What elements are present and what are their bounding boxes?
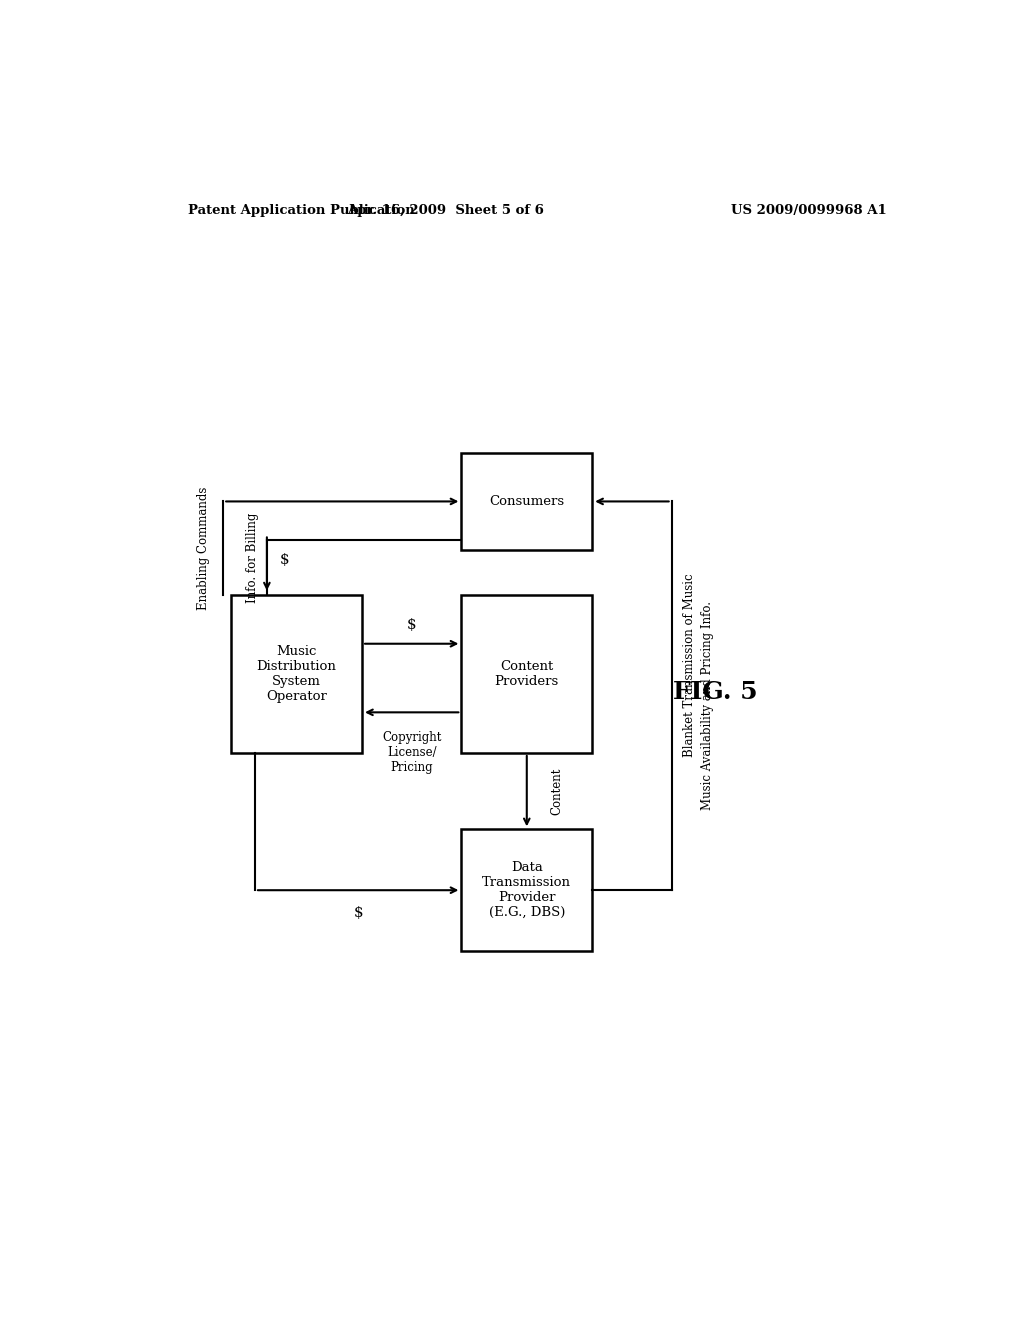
Text: $: $	[280, 553, 289, 566]
Text: US 2009/0099968 A1: US 2009/0099968 A1	[731, 205, 887, 216]
Text: $: $	[353, 906, 362, 920]
Text: Enabling Commands: Enabling Commands	[197, 487, 210, 610]
Text: Apr. 16, 2009  Sheet 5 of 6: Apr. 16, 2009 Sheet 5 of 6	[347, 205, 544, 216]
Text: FIG. 5: FIG. 5	[673, 680, 758, 704]
Text: $: $	[407, 619, 417, 632]
Text: Blanket Transmission of Music: Blanket Transmission of Music	[683, 573, 695, 758]
Text: Data
Transmission
Provider
(E.G., DBS): Data Transmission Provider (E.G., DBS)	[482, 861, 571, 919]
Bar	[461, 829, 592, 952]
Text: Consumers: Consumers	[489, 495, 564, 508]
Text: Content: Content	[551, 767, 563, 814]
Text: Info. for Billing: Info. for Billing	[246, 512, 259, 602]
Text: Content
Providers: Content Providers	[495, 660, 559, 688]
Text: Patent Application Publication: Patent Application Publication	[187, 205, 415, 216]
Bar	[231, 595, 362, 752]
Bar	[461, 453, 592, 549]
Bar	[461, 595, 592, 752]
Text: Music
Distribution
System
Operator: Music Distribution System Operator	[257, 645, 337, 704]
Text: Music Availability and Pricing Info.: Music Availability and Pricing Info.	[700, 602, 714, 810]
Text: Copyright
License/
Pricing: Copyright License/ Pricing	[382, 731, 441, 775]
